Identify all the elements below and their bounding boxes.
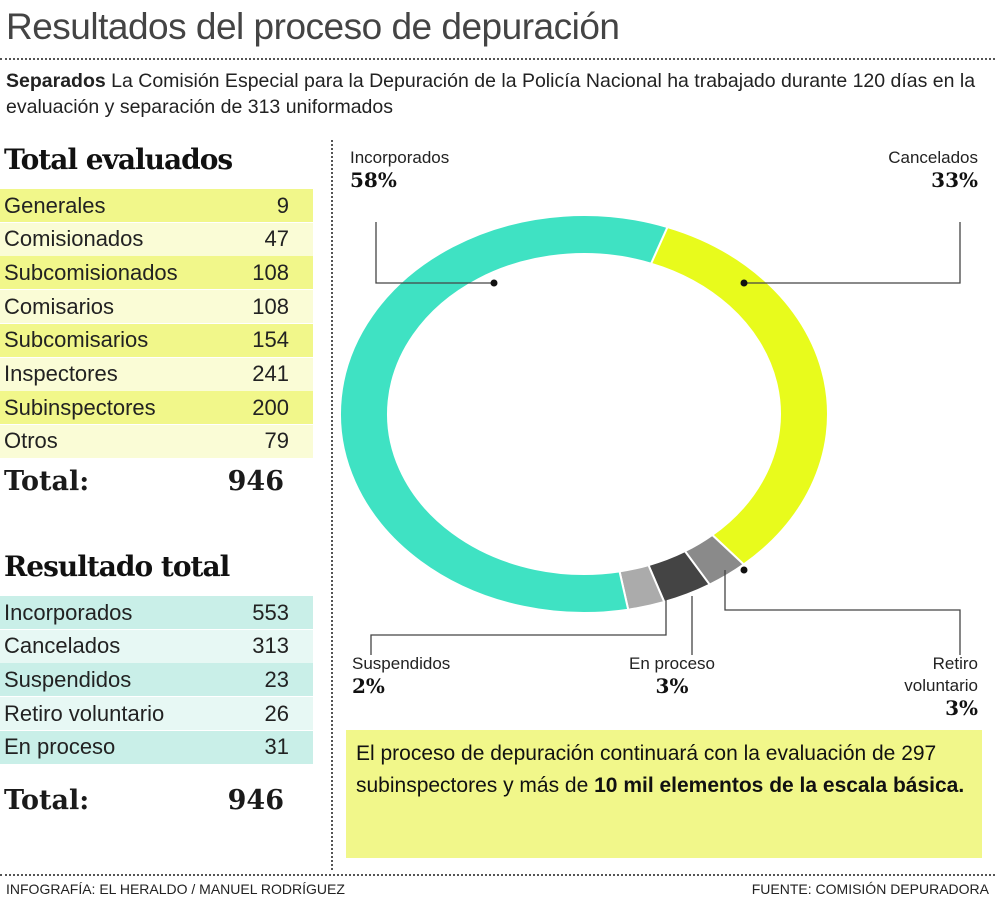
row-label: Cancelados <box>4 633 121 659</box>
slice-incorporados <box>339 214 669 614</box>
slice-cancelados <box>649 225 829 566</box>
label-cancelados: Cancelados 33% <box>888 148 978 192</box>
page-title: Resultados del proceso de depuración <box>6 6 620 47</box>
credit: Infografía: EL HERALDO / MANUEL RODRÍGUE… <box>6 881 345 897</box>
note-box: El proceso de depuración continuará con … <box>346 730 982 858</box>
total-value: 946 <box>227 785 284 816</box>
row-label: Incorporados <box>4 599 133 625</box>
table-row: Inspectores 241 <box>0 357 313 391</box>
total-label: Total: <box>4 466 90 497</box>
table-row: Subcomisionados 108 <box>0 256 313 290</box>
note-bold: 10 mil elementos de la escala básica. <box>594 774 965 797</box>
table-row: Comisarios 108 <box>0 290 313 324</box>
row-label: Subcomisarios <box>4 327 149 353</box>
row-value: 108 <box>252 259 289 285</box>
row-label: Subcomisionados <box>4 259 178 285</box>
resultado-heading: Resultado total <box>4 550 230 583</box>
leader-lines <box>370 222 961 655</box>
row-value: 200 <box>252 394 289 420</box>
row-value: 47 <box>264 226 289 252</box>
table-row: Incorporados 553 <box>0 596 313 629</box>
row-label: Retiro voluntario <box>4 700 165 726</box>
row-value: 79 <box>264 428 289 454</box>
subtitle: Separados La Comisión Especial para la D… <box>6 68 981 120</box>
table-row: Comisionados 47 <box>0 222 313 256</box>
label-en-proceso: En proceso 3% <box>629 654 715 698</box>
row-value: 31 <box>264 734 289 760</box>
table-row: Generales 9 <box>0 189 313 222</box>
row-label: Otros <box>4 428 58 454</box>
note-text: El proceso de depuración continuará con … <box>356 742 937 797</box>
row-label: Subinspectores <box>4 394 156 420</box>
row-value: 313 <box>252 633 289 659</box>
table-row: Subcomisarios 154 <box>0 323 313 357</box>
column-divider <box>331 140 333 870</box>
row-label: Suspendidos <box>4 666 132 692</box>
table-row: Cancelados 313 <box>0 629 313 663</box>
row-value: 23 <box>264 666 289 692</box>
label-retiro: Retiro voluntario 3% <box>904 654 978 720</box>
subtitle-text: La Comisión Especial para la Depuración … <box>6 70 976 118</box>
divider <box>0 58 995 60</box>
table-row: Subinspectores 200 <box>0 391 313 425</box>
row-value: 154 <box>252 327 289 353</box>
row-label: Generales <box>4 192 106 218</box>
total-value: 946 <box>227 466 284 497</box>
table-row: Suspendidos 23 <box>0 663 313 697</box>
row-label: Comisarios <box>4 293 115 319</box>
label-incorporados: Incorporados 58% <box>350 148 450 192</box>
row-value: 553 <box>252 599 289 625</box>
evaluados-total: Total: 946 <box>4 466 284 497</box>
row-label: En proceso <box>4 734 116 760</box>
row-value: 9 <box>276 192 289 218</box>
resultado-total: Total: 946 <box>4 785 284 816</box>
row-label: Comisionados <box>4 226 144 252</box>
label-suspendidos: Suspendidos 2% <box>352 654 451 698</box>
subtitle-lead: Separados <box>6 70 106 92</box>
row-value: 26 <box>264 700 289 726</box>
row-label: Inspectores <box>4 361 118 386</box>
total-label: Total: <box>4 785 90 816</box>
evaluados-heading: Total evaluados <box>4 143 233 176</box>
source: Fuente: Comisión Depuradora <box>751 881 989 897</box>
divider <box>0 874 995 876</box>
row-value: 108 <box>252 293 289 319</box>
row-value: 241 <box>252 361 289 386</box>
table-row: Retiro voluntario 26 <box>0 697 313 731</box>
table-row: En proceso 31 <box>0 730 313 764</box>
table-row: Otros 79 <box>0 424 313 458</box>
